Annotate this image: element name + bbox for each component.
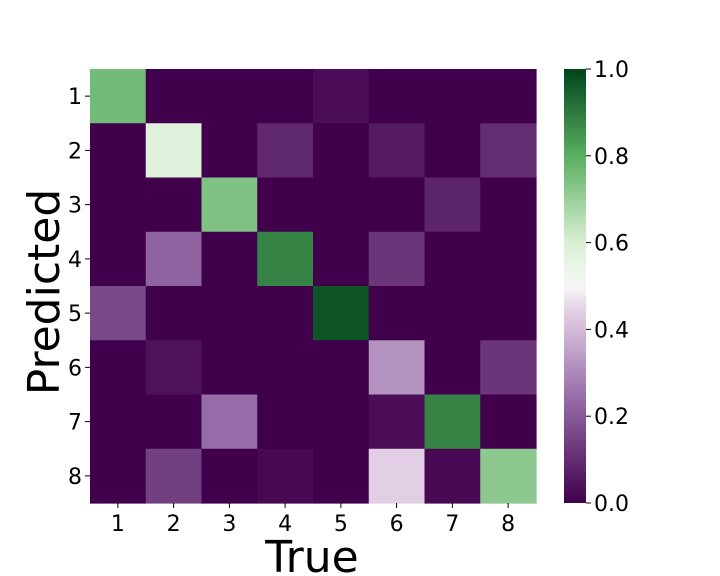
heatmap-cell [480, 394, 537, 450]
y-tick-label: 1 [68, 85, 82, 110]
heatmap-cell [313, 448, 370, 504]
heatmap-cell [368, 177, 426, 233]
y-tick-label: 4 [68, 248, 82, 273]
heatmap-cell [368, 123, 426, 179]
heatmap-cell [145, 231, 203, 287]
heatmap-cell [257, 340, 314, 396]
x-tick-label: 5 [334, 512, 348, 537]
colorbar [564, 69, 586, 503]
heatmap-cell [90, 231, 147, 287]
heatmap-cell [368, 448, 426, 504]
heatmap-cell [480, 340, 537, 396]
heatmap-cell [201, 394, 258, 450]
heatmap-cell [313, 123, 370, 179]
x-tick-label: 4 [278, 512, 292, 537]
x-tick-label: 8 [501, 512, 515, 537]
x-tick-label: 3 [222, 512, 236, 537]
x-axis-label: True [264, 532, 358, 576]
colorbar-tick-label: 0.4 [594, 318, 629, 343]
heatmap-cell [424, 448, 481, 504]
heatmap-cell [257, 448, 314, 504]
y-tick-labels: 1 2 3 4 5 6 7 8 [68, 85, 90, 490]
heatmap-cell [480, 177, 537, 233]
y-tick-label: 7 [68, 411, 82, 436]
heatmap-cell [313, 177, 370, 233]
heatmap-cell [201, 177, 258, 233]
heatmap-cell [201, 286, 258, 341]
heatmap-cell [145, 394, 203, 450]
heatmap-cell [201, 340, 258, 396]
y-tick-label: 6 [68, 356, 82, 381]
x-tick-label: 2 [167, 512, 181, 537]
heatmap-cell [257, 231, 314, 287]
heatmap-cell [368, 286, 426, 341]
heatmap-cell [90, 286, 147, 341]
heatmap-cell [90, 69, 147, 124]
heatmap-cell [480, 231, 537, 287]
heatmap-cell [480, 448, 537, 504]
heatmap-cell [313, 340, 370, 396]
heatmap-cell [257, 394, 314, 450]
x-tick-label: 7 [445, 512, 459, 537]
heatmap-cell [257, 286, 314, 341]
heatmap-cell [145, 340, 203, 396]
heatmap-cell [201, 69, 258, 124]
x-tick-labels: 1 2 3 4 5 6 7 8 [111, 503, 515, 537]
colorbar-tick-label: 1.0 [594, 58, 629, 83]
heatmap-cell [368, 69, 426, 124]
heatmap-cells [90, 69, 537, 504]
heatmap-cell [201, 448, 258, 504]
colorbar-tick-label: 0.2 [594, 405, 629, 430]
heatmap-cell [257, 177, 314, 233]
heatmap-cell [313, 231, 370, 287]
y-tick-label: 2 [68, 139, 82, 164]
colorbar-ticks: 0.0 0.2 0.4 0.6 0.8 1.0 [586, 58, 629, 517]
heatmap-cell [424, 394, 481, 450]
heatmap-cell [201, 123, 258, 179]
heatmap-cell [90, 123, 147, 179]
heatmap-cell [145, 123, 203, 179]
heatmap-cell [90, 394, 147, 450]
heatmap-cell [480, 69, 537, 124]
y-tick-label: 5 [68, 302, 82, 327]
heatmap-cell [424, 123, 481, 179]
heatmap-cell [424, 340, 481, 396]
colorbar-tick-label: 0.6 [594, 232, 629, 257]
y-axis-label: Predicted [19, 189, 70, 396]
heatmap-cell [313, 286, 370, 341]
colorbar-tick-label: 0.0 [594, 492, 629, 517]
heatmap-cell [90, 340, 147, 396]
heatmap-cell [424, 69, 481, 124]
heatmap-cell [145, 69, 203, 124]
heatmap-cell [313, 69, 370, 124]
colorbar-tick-label: 0.8 [594, 145, 629, 170]
heatmap-cell [201, 231, 258, 287]
heatmap-cell [368, 394, 426, 450]
heatmap-cell [424, 177, 481, 233]
x-tick-label: 1 [111, 512, 125, 537]
y-tick-label: 8 [68, 465, 82, 490]
heatmap-cell [257, 69, 314, 124]
heatmap-cell [145, 448, 203, 504]
heatmap-cell [424, 286, 481, 341]
heatmap-cell [424, 231, 481, 287]
heatmap-cell [313, 394, 370, 450]
heatmap-cell [145, 177, 203, 233]
x-tick-label: 6 [390, 512, 404, 537]
heatmap-cell [368, 231, 426, 287]
heatmap-cell [480, 286, 537, 341]
heatmap-cell [145, 286, 203, 341]
heatmap-cell [257, 123, 314, 179]
heatmap-cell [90, 177, 147, 233]
heatmap-cell [480, 123, 537, 179]
heatmap-cell [368, 340, 426, 396]
heatmap-cell [90, 448, 147, 504]
y-tick-label: 3 [68, 194, 82, 219]
